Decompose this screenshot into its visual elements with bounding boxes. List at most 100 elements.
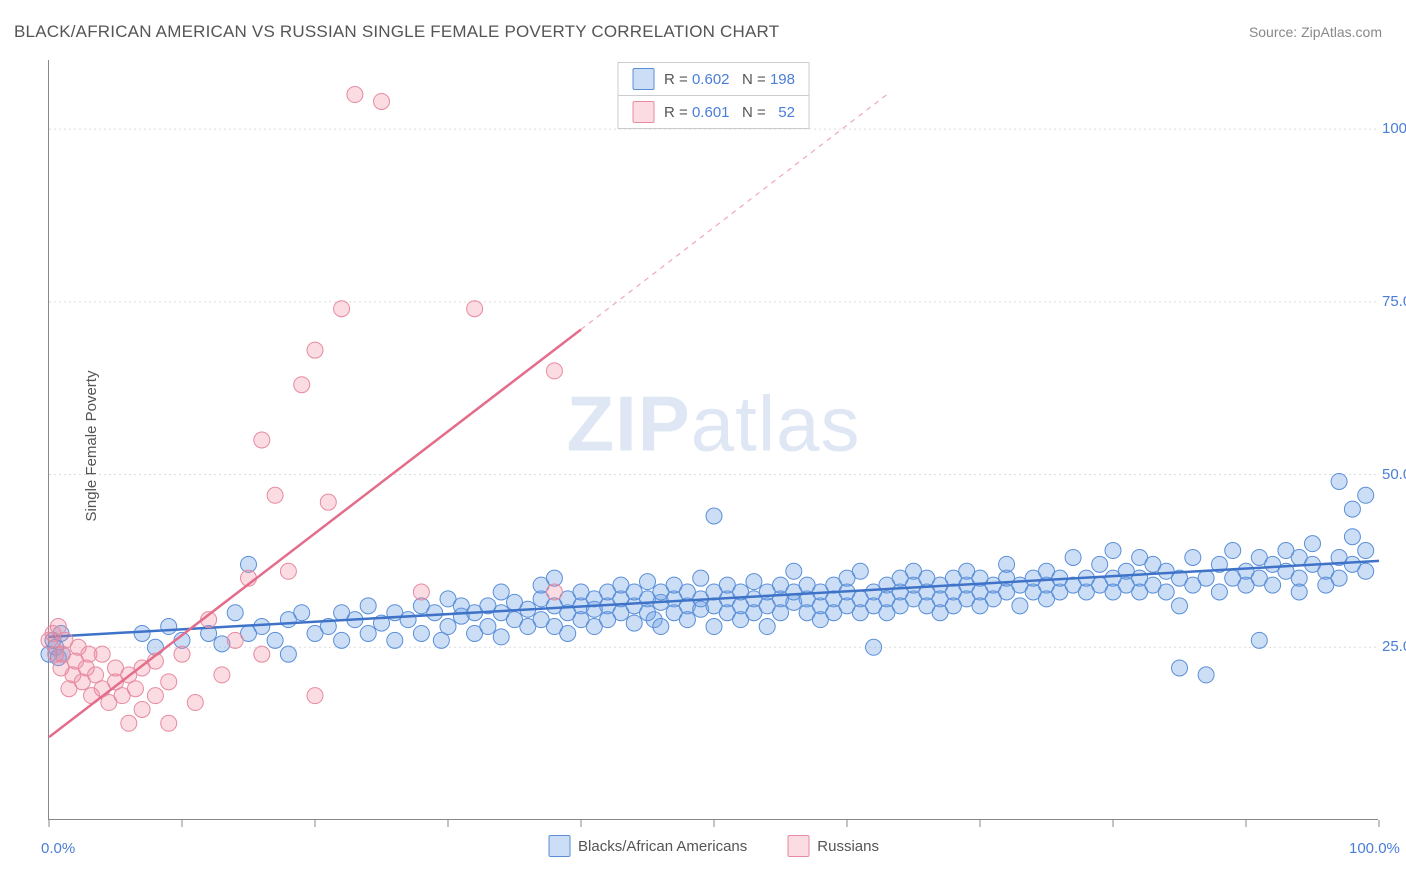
data-point — [1331, 473, 1347, 489]
data-point — [227, 605, 243, 621]
data-point — [1065, 549, 1081, 565]
data-point — [1251, 632, 1267, 648]
legend-stats-row: R = 0.602 N = 198 — [618, 63, 809, 96]
data-point — [134, 701, 150, 717]
y-tick-label: 50.0% — [1382, 466, 1406, 483]
data-point — [227, 632, 243, 648]
data-point — [1291, 584, 1307, 600]
legend-series-item: Blacks/African Americans — [548, 835, 747, 857]
plot-area: ZIPatlas R = 0.602 N = 198R = 0.601 N = … — [48, 60, 1378, 820]
data-point — [254, 619, 270, 635]
data-point — [254, 432, 270, 448]
data-point — [360, 625, 376, 641]
legend-series-label: Blacks/African Americans — [578, 838, 747, 855]
data-point — [347, 87, 363, 103]
data-point — [1105, 543, 1121, 559]
data-point — [161, 715, 177, 731]
data-point — [1198, 570, 1214, 586]
data-point — [560, 625, 576, 641]
data-point — [127, 681, 143, 697]
data-point — [626, 615, 642, 631]
legend-series-label: Russians — [817, 838, 879, 855]
x-tick-label: 100.0% — [1349, 840, 1400, 857]
chart-title: BLACK/AFRICAN AMERICAN VS RUSSIAN SINGLE… — [14, 22, 779, 42]
legend-swatch-icon — [632, 68, 654, 90]
data-point — [94, 646, 110, 662]
data-point — [1265, 577, 1281, 593]
data-point — [653, 619, 669, 635]
data-point — [294, 377, 310, 393]
data-point — [1344, 501, 1360, 517]
data-point — [1158, 584, 1174, 600]
data-point — [307, 688, 323, 704]
data-point — [267, 632, 283, 648]
data-point — [174, 646, 190, 662]
scatter-plot-svg — [49, 60, 1378, 819]
data-point — [546, 363, 562, 379]
data-point — [693, 570, 709, 586]
data-point — [320, 494, 336, 510]
legend-stats-row: R = 0.601 N = 52 — [618, 96, 809, 128]
data-point — [161, 619, 177, 635]
y-tick-label: 100.0% — [1382, 120, 1406, 137]
data-point — [254, 646, 270, 662]
data-point — [866, 639, 882, 655]
data-point — [999, 556, 1015, 572]
data-point — [1198, 667, 1214, 683]
data-point — [387, 632, 403, 648]
legend-swatch-icon — [632, 101, 654, 123]
data-point — [679, 612, 695, 628]
data-point — [1358, 543, 1374, 559]
data-point — [267, 487, 283, 503]
data-point — [706, 619, 722, 635]
data-point — [374, 93, 390, 109]
data-point — [1172, 660, 1188, 676]
data-point — [746, 574, 762, 590]
legend-swatch-icon — [787, 835, 809, 857]
chart-container: BLACK/AFRICAN AMERICAN VS RUSSIAN SINGLE… — [0, 0, 1406, 892]
data-point — [1211, 584, 1227, 600]
data-point — [852, 563, 868, 579]
data-point — [360, 598, 376, 614]
data-point — [334, 301, 350, 317]
data-point — [121, 715, 137, 731]
data-point — [640, 574, 656, 590]
data-point — [1225, 543, 1241, 559]
data-point — [1331, 570, 1347, 586]
data-point — [1185, 549, 1201, 565]
data-point — [161, 674, 177, 690]
data-point — [786, 563, 802, 579]
y-tick-label: 75.0% — [1382, 293, 1406, 310]
data-point — [1305, 536, 1321, 552]
legend-series-item: Russians — [787, 835, 879, 857]
trend-line-extrapolated — [581, 95, 887, 330]
data-point — [134, 625, 150, 641]
data-point — [334, 632, 350, 648]
data-point — [1358, 487, 1374, 503]
data-point — [1358, 563, 1374, 579]
data-point — [1092, 556, 1108, 572]
data-point — [280, 563, 296, 579]
data-point — [187, 695, 203, 711]
data-point — [307, 342, 323, 358]
x-tick-label: 0.0% — [41, 840, 75, 857]
legend-stats-text: R = 0.601 N = 52 — [664, 104, 795, 121]
data-point — [467, 301, 483, 317]
data-point — [413, 584, 429, 600]
data-point — [147, 688, 163, 704]
data-point — [546, 584, 562, 600]
data-point — [400, 612, 416, 628]
data-point — [773, 605, 789, 621]
data-point — [480, 619, 496, 635]
legend-stats-text: R = 0.602 N = 198 — [664, 71, 795, 88]
data-point — [280, 646, 296, 662]
y-tick-label: 25.0% — [1382, 638, 1406, 655]
data-point — [1344, 529, 1360, 545]
data-point — [427, 605, 443, 621]
data-point — [413, 625, 429, 641]
legend-swatch-icon — [548, 835, 570, 857]
source-attribution: Source: ZipAtlas.com — [1249, 24, 1382, 40]
trend-line — [49, 329, 581, 737]
data-point — [759, 619, 775, 635]
data-point — [294, 605, 310, 621]
